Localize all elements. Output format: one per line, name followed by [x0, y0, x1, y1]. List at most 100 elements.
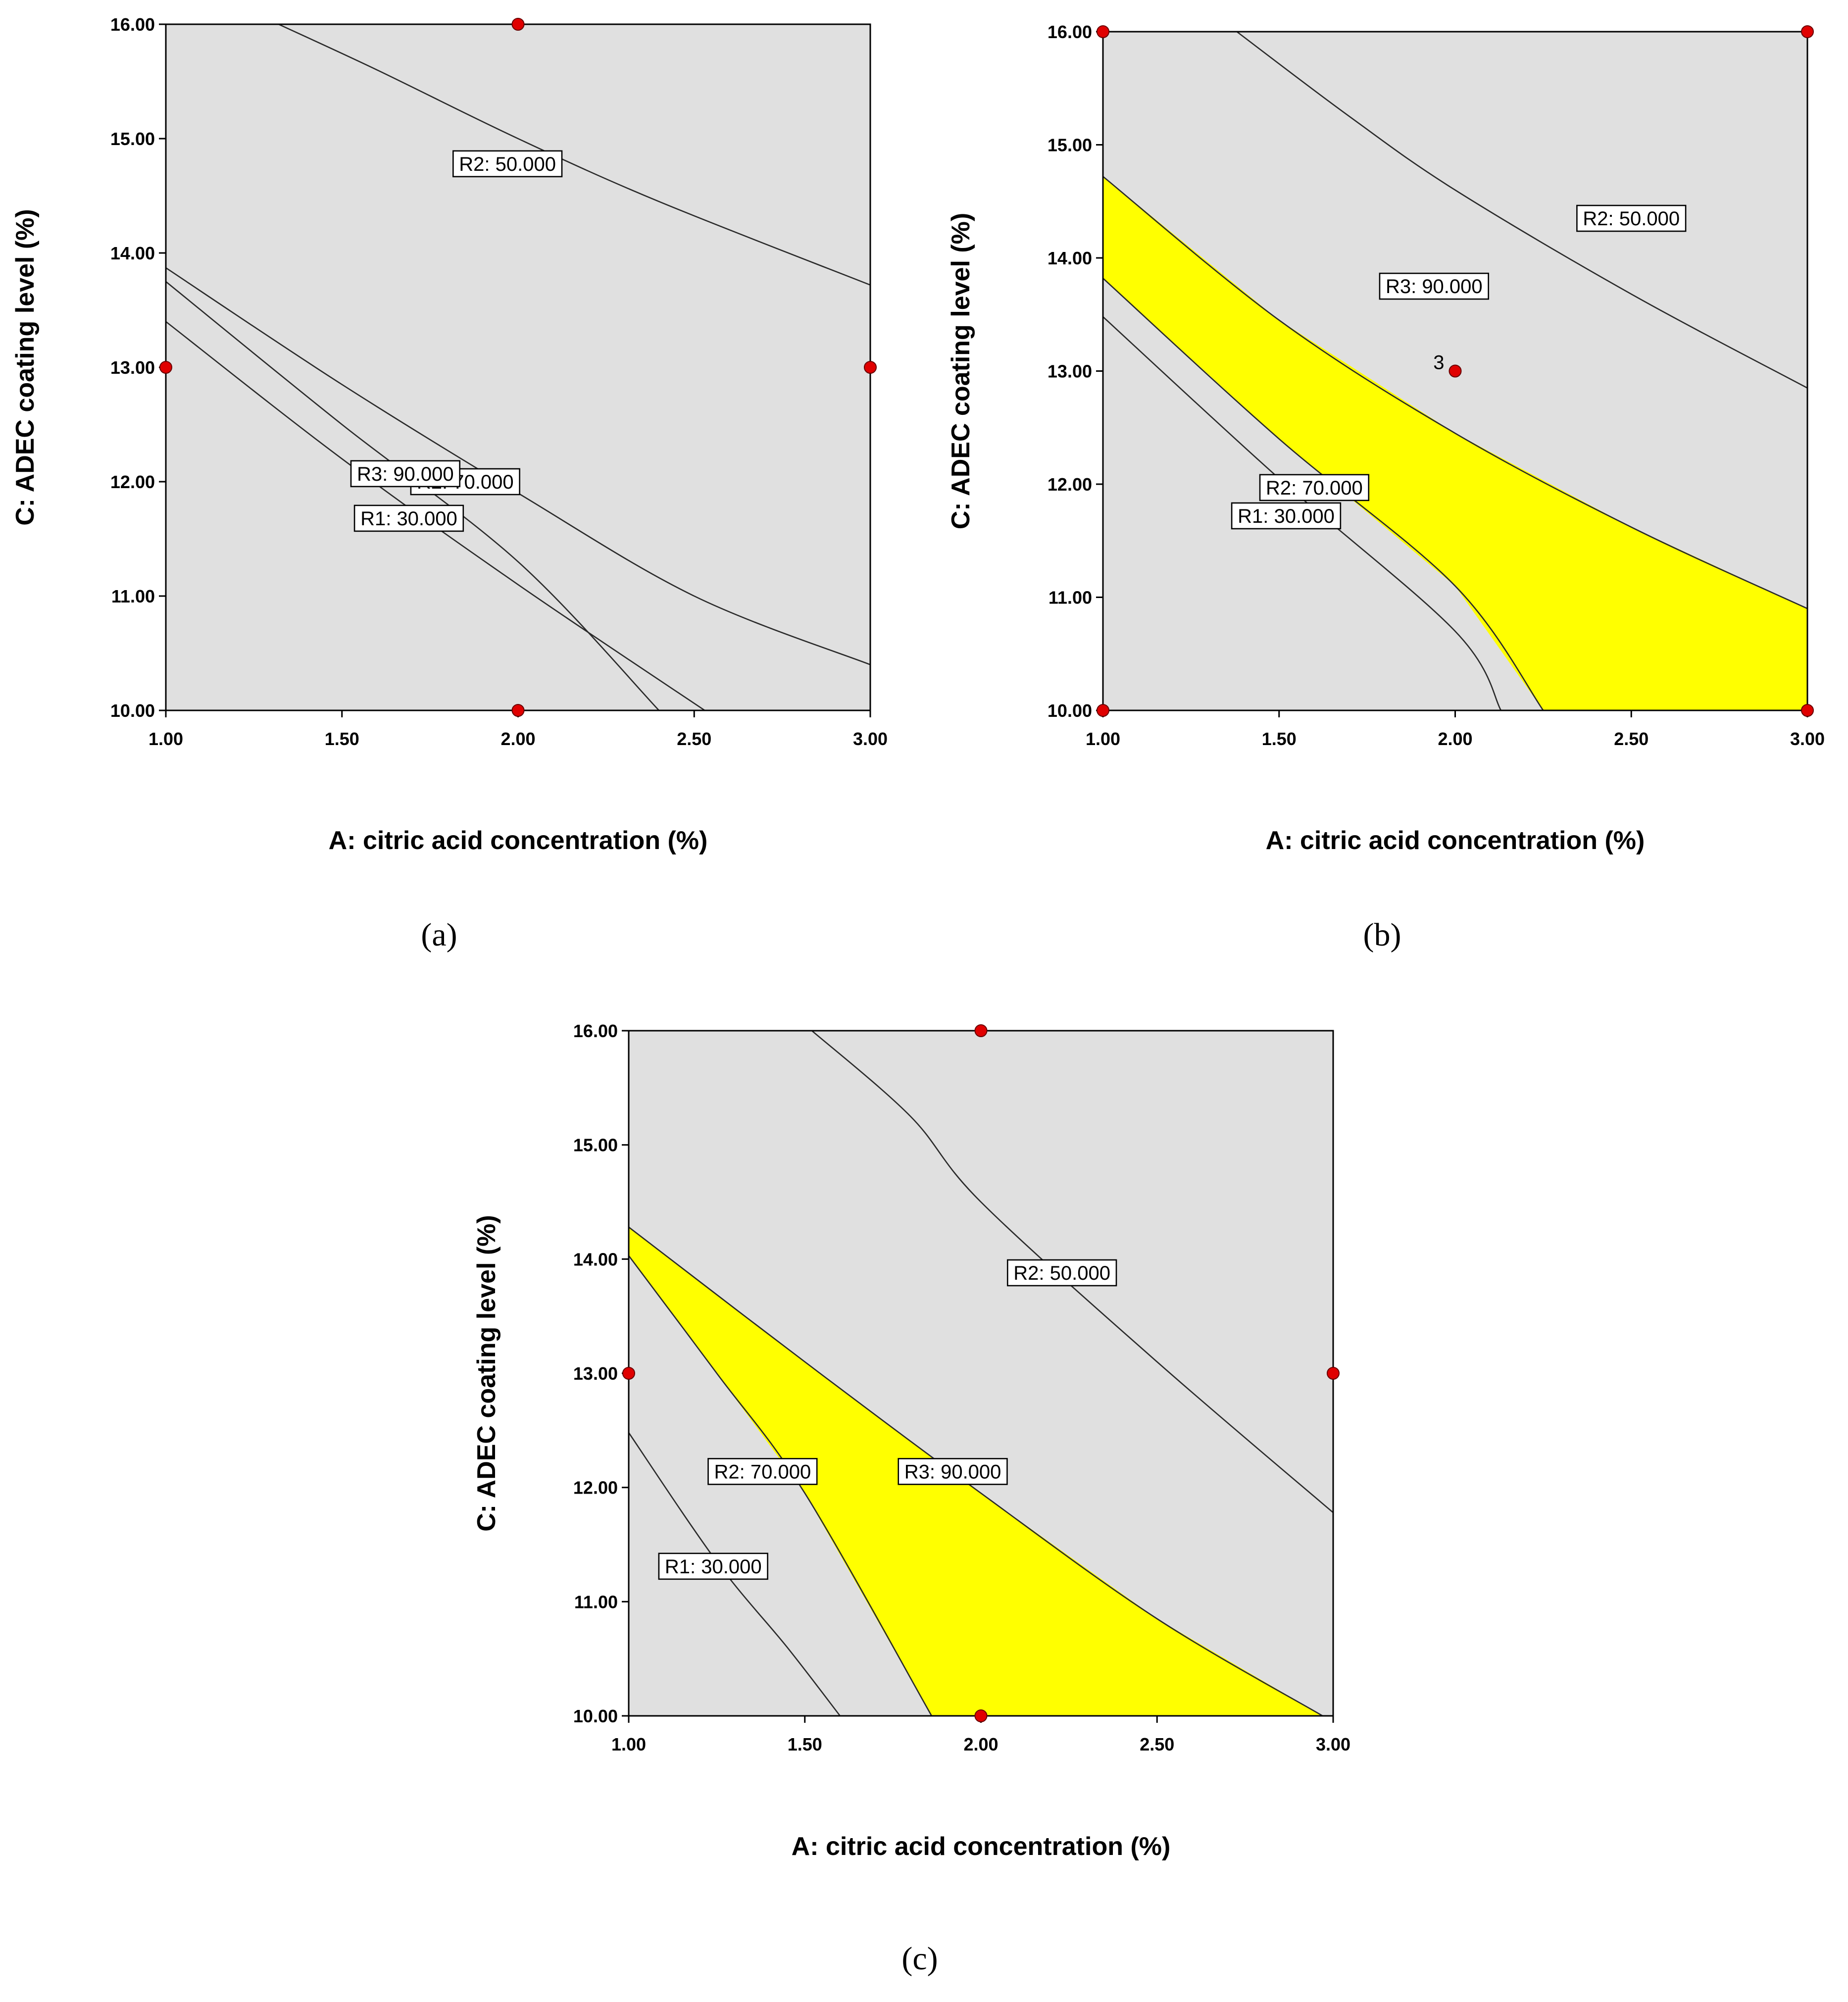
- contour-label: R3: 90.000: [898, 1458, 1008, 1485]
- panel-a: 1.00 1.50 2.00 2.50 3.00 10.00 11.00 12.00 13.00…: [11, 14, 888, 953]
- design-point: [159, 361, 172, 374]
- y-tick-label: 12.00: [573, 1478, 618, 1498]
- panel-caption: (b): [1363, 917, 1401, 953]
- contour-line: [629, 1432, 841, 1716]
- x-axis-title: A: citric acid concentration (%): [329, 826, 708, 855]
- contour-label-box: [452, 150, 563, 178]
- contour-label-box: [1006, 1259, 1117, 1287]
- contour-label-box: [1259, 474, 1370, 501]
- contour-label: R2: 70.000: [1259, 474, 1370, 501]
- contour-label-text: R2: 50.000: [1583, 208, 1680, 230]
- x-tick-label: 2.50: [677, 729, 711, 749]
- contour-label-text: R1: 30.000: [1238, 505, 1335, 527]
- design-point: [974, 1024, 988, 1037]
- contour-label-text: R3: 90.000: [1386, 276, 1483, 298]
- contour-label: R2: 50.000: [452, 150, 563, 178]
- design-point: [974, 1709, 988, 1722]
- contour-label-box: [1576, 204, 1687, 232]
- y-tick-label: 11.00: [111, 586, 155, 606]
- design-point: [1097, 704, 1109, 717]
- y-tick-label: 15.00: [1048, 135, 1092, 155]
- x-tick-label: 2.00: [1438, 729, 1472, 749]
- y-tick-label: 13.00: [573, 1363, 618, 1384]
- y-tick-label: 16.00: [573, 1021, 618, 1041]
- y-tick-label: 13.00: [110, 357, 155, 378]
- contour-line: [1236, 32, 1807, 389]
- panel-caption: (a): [421, 917, 457, 953]
- design-point: [1448, 364, 1462, 378]
- y-tick-label: 14.00: [110, 243, 155, 263]
- contour-label-text: R3: 90.000: [357, 463, 454, 485]
- x-tick-label: 1.50: [325, 729, 359, 749]
- y-tick-label: 10.00: [110, 701, 155, 721]
- y-tick-label: 12.00: [110, 472, 155, 492]
- contour-line: [1103, 316, 1502, 710]
- design-point: [1097, 25, 1109, 38]
- contour-line: [629, 1255, 933, 1716]
- contour-label: R2: 70.000: [707, 1458, 818, 1485]
- y-axis-title: C: ADEC coating level (%): [947, 213, 975, 530]
- x-tick-label: 1.50: [1262, 729, 1297, 749]
- x-tick-label: 3.00: [853, 729, 888, 749]
- contour-label: R1: 30.000: [658, 1552, 768, 1580]
- contour-label: R2: 50.000: [1006, 1259, 1117, 1287]
- contour-label: R1: 30.000: [1231, 502, 1342, 530]
- x-tick-label: 2.00: [500, 729, 535, 749]
- x-tick-label: 2.00: [963, 1734, 998, 1754]
- panel-b: 1.00 1.50 2.00 2.50 3.00 10.00 11.00 12.00 13.00…: [947, 22, 1825, 953]
- contour-label-text: R1: 30.000: [360, 508, 457, 530]
- contour-label: R2: 50.000: [1576, 204, 1687, 232]
- design-point: [864, 361, 877, 374]
- contour-label-text: R2: 70.000: [714, 1461, 811, 1483]
- contour-label-text: R3: 90.000: [904, 1461, 1001, 1483]
- x-axis-title: A: citric acid concentration (%): [1266, 826, 1645, 855]
- y-tick-label: 10.00: [1048, 701, 1092, 721]
- contour-line: [278, 24, 870, 286]
- contour-label-box: [658, 1552, 768, 1580]
- contour-label-box: [707, 1458, 818, 1485]
- x-tick-label: 1.00: [1086, 729, 1120, 749]
- y-tick-label: 16.00: [110, 14, 155, 35]
- x-axis-title: A: citric acid concentration (%): [792, 1832, 1171, 1861]
- design-point: [511, 704, 525, 717]
- contour-line: [1103, 176, 1807, 609]
- contour-label: R1: 30.000: [353, 504, 464, 532]
- design-point: [1801, 704, 1814, 717]
- contour-label: R3: 90.000: [350, 460, 460, 488]
- contour-label-box: [353, 504, 464, 532]
- contour-label-text: R2: 70.000: [1266, 477, 1363, 499]
- y-axis-title: C: ADEC coating level (%): [11, 209, 40, 526]
- contour-label-text: R1: 30.000: [665, 1556, 762, 1578]
- panel-c: 1.00 1.50 2.00 2.50 3.00 10.00 11.00 12.00 13.00…: [472, 1021, 1350, 1977]
- x-tick-label: 1.00: [149, 729, 183, 749]
- contour-label: R3: 90.000: [1379, 272, 1489, 300]
- y-tick-label: 11.00: [1049, 588, 1092, 608]
- y-axis-title: C: ADEC coating level (%): [472, 1215, 501, 1532]
- x-tick-label: 2.50: [1614, 729, 1648, 749]
- y-tick-label: 15.00: [573, 1135, 618, 1155]
- contour-label-box: [1379, 272, 1489, 300]
- contour-line: [1103, 278, 1544, 710]
- x-tick-label: 1.50: [788, 1734, 822, 1754]
- contour-label-text: R2: 50.000: [1013, 1262, 1110, 1284]
- y-tick-label: 11.00: [574, 1592, 618, 1612]
- y-tick-label: 14.00: [1048, 248, 1092, 268]
- y-tick-label: 14.00: [573, 1249, 618, 1269]
- x-tick-label: 2.50: [1140, 1734, 1174, 1754]
- design-point: [1327, 1367, 1340, 1380]
- y-tick-label: 15.00: [110, 129, 155, 149]
- contour-label-box: [350, 460, 460, 488]
- y-tick-label: 12.00: [1048, 474, 1092, 495]
- y-tick-label: 13.00: [1048, 361, 1092, 382]
- x-tick-label: 1.00: [611, 1734, 646, 1754]
- x-tick-label: 3.00: [1316, 1734, 1350, 1754]
- y-tick-label: 10.00: [573, 1706, 618, 1726]
- design-point-count: 3: [1433, 352, 1444, 374]
- x-tick-label: 3.00: [1790, 729, 1825, 749]
- contour-label-box: [1231, 502, 1342, 530]
- design-point: [511, 18, 525, 31]
- contour-label-text: R2: 50.000: [459, 153, 556, 175]
- optimal-region: [629, 1227, 1323, 1716]
- contour-line: [811, 1031, 1333, 1513]
- panel-caption: (c): [901, 1941, 938, 1977]
